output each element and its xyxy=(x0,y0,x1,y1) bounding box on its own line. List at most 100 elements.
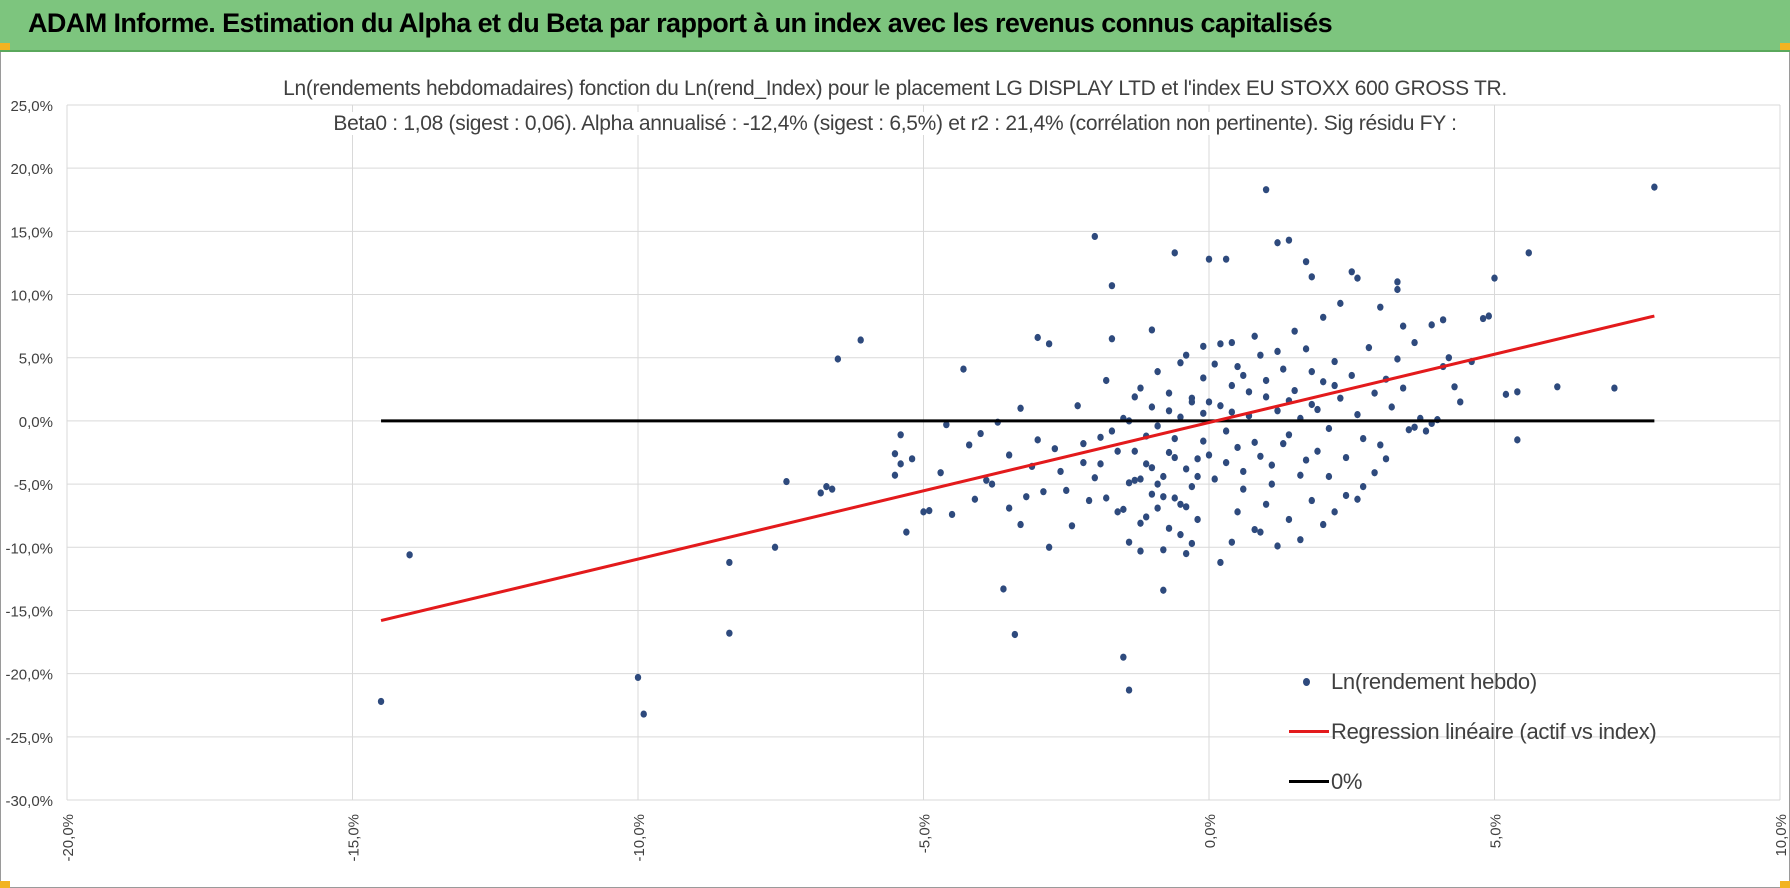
data-point xyxy=(1394,355,1401,363)
legend-label: Ln(rendement hebdo) xyxy=(1331,669,1537,694)
data-point xyxy=(971,495,979,503)
data-point xyxy=(1228,408,1236,416)
data-point xyxy=(1399,384,1407,392)
data-point xyxy=(771,543,779,551)
y-tick-label: 5,0% xyxy=(19,351,53,368)
data-point xyxy=(1051,445,1059,453)
data-point xyxy=(1257,528,1264,536)
data-point xyxy=(834,355,842,363)
data-point xyxy=(1137,384,1144,392)
data-point xyxy=(1171,494,1178,502)
data-point xyxy=(1045,543,1053,551)
data-point xyxy=(1188,398,1196,406)
chart-subtitle-text: Beta0 : 1,08 (sigest : 0,06). Alpha annu… xyxy=(325,112,1465,135)
data-point xyxy=(1348,268,1355,276)
data-point xyxy=(1211,360,1218,368)
y-tick-label: 20,0% xyxy=(10,161,53,178)
data-point xyxy=(1165,524,1173,532)
data-point xyxy=(1291,386,1298,395)
data-point xyxy=(1285,236,1293,244)
data-point xyxy=(1165,389,1173,397)
data-point xyxy=(1205,255,1213,263)
data-point xyxy=(828,485,836,493)
data-point xyxy=(1200,342,1207,350)
y-tick-label: -10,0% xyxy=(5,540,53,557)
data-point xyxy=(1228,338,1236,347)
data-point xyxy=(1405,426,1413,434)
data-point xyxy=(1359,435,1367,443)
data-point xyxy=(1200,437,1207,445)
legend-line-swatch xyxy=(1285,767,1331,797)
data-point xyxy=(1194,455,1201,463)
data-point xyxy=(1331,381,1338,390)
data-point xyxy=(1331,508,1338,516)
data-point xyxy=(1251,525,1258,534)
data-point xyxy=(1222,427,1230,435)
data-point xyxy=(1034,436,1041,444)
data-point xyxy=(1171,249,1178,257)
data-point xyxy=(1337,299,1344,307)
data-point xyxy=(1120,505,1127,513)
data-point xyxy=(1194,515,1201,524)
corner-marker xyxy=(1780,43,1790,50)
data-point xyxy=(1114,447,1121,455)
data-point xyxy=(1308,368,1315,376)
data-point xyxy=(1320,313,1327,321)
data-point xyxy=(891,471,899,479)
data-point xyxy=(1377,303,1384,311)
chart-title-text: Ln(rendements hebdomadaires) fonction du… xyxy=(275,77,1515,100)
data-point xyxy=(1017,520,1024,529)
data-point xyxy=(1108,335,1116,343)
data-point xyxy=(960,365,967,373)
data-point xyxy=(1257,452,1264,460)
data-point xyxy=(1085,496,1093,505)
data-point xyxy=(988,480,996,488)
corner-marker xyxy=(0,43,10,50)
data-point xyxy=(1325,424,1333,433)
data-point xyxy=(1154,368,1161,376)
data-point xyxy=(1611,384,1618,392)
data-point xyxy=(640,710,647,718)
data-point xyxy=(1274,347,1281,356)
data-point xyxy=(1040,488,1047,496)
data-point xyxy=(920,508,927,516)
data-point xyxy=(1177,500,1184,508)
data-point xyxy=(1439,316,1447,324)
data-point xyxy=(1125,479,1133,487)
data-point xyxy=(726,629,733,637)
data-point xyxy=(1240,371,1247,380)
data-point xyxy=(1651,183,1658,191)
legend-label: Regression linéaire (actif vs index) xyxy=(1331,719,1657,744)
y-tick-label: -20,0% xyxy=(5,667,53,684)
y-tick-label: -5,0% xyxy=(14,477,53,494)
data-point xyxy=(1257,351,1264,359)
data-point xyxy=(1103,494,1110,502)
data-point xyxy=(1034,333,1041,342)
data-point xyxy=(1142,513,1150,521)
regression-line xyxy=(380,314,1655,623)
data-point xyxy=(1017,404,1024,412)
data-point xyxy=(1125,538,1133,546)
data-point xyxy=(943,421,950,429)
data-point xyxy=(1485,312,1492,320)
legend-line-swatch xyxy=(1285,717,1331,747)
x-tick-label: -5,0% xyxy=(917,814,934,853)
data-point xyxy=(1554,383,1561,391)
data-point xyxy=(1228,381,1236,390)
x-tick-label: -15,0% xyxy=(346,814,363,862)
data-point xyxy=(1228,538,1236,546)
chart-legend: Ln(rendement hebdo) Regression linéaire … xyxy=(1285,667,1685,807)
data-point xyxy=(1131,476,1138,484)
data-point xyxy=(1137,475,1144,483)
data-point xyxy=(1337,394,1344,402)
y-tick-label: 15,0% xyxy=(10,224,53,241)
data-point xyxy=(1297,471,1304,479)
data-point xyxy=(1217,558,1224,567)
data-point xyxy=(1491,274,1498,282)
data-point xyxy=(1045,340,1053,348)
data-point xyxy=(823,483,830,491)
data-point xyxy=(1274,542,1281,550)
data-point xyxy=(1428,321,1435,329)
data-point xyxy=(1080,459,1087,467)
data-point xyxy=(1388,403,1395,411)
